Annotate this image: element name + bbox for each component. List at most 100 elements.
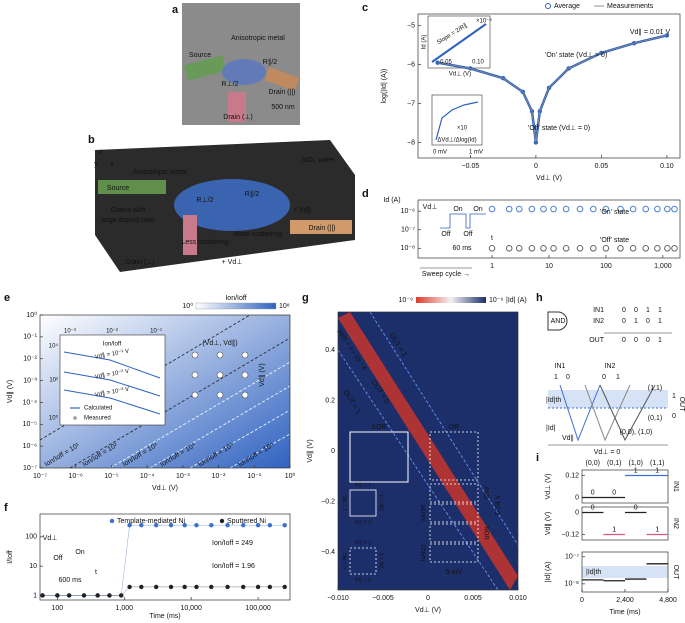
annotation: (0,1) xyxy=(648,415,662,422)
data-point xyxy=(562,205,570,213)
table-cell: 1 xyxy=(658,307,662,314)
annotation: On xyxy=(473,206,482,213)
data-point xyxy=(182,584,187,590)
data-point xyxy=(139,522,144,528)
x-tick-label: 0 xyxy=(580,597,584,604)
data-point xyxy=(241,522,246,528)
y-tick-label: 1 xyxy=(33,592,37,599)
v-curves xyxy=(559,384,656,442)
x-tick-label: 0.005 xyxy=(464,595,482,602)
x-tick-label: −0.005 xyxy=(372,595,394,602)
data-point xyxy=(267,584,273,590)
table-cell: 1 xyxy=(646,307,650,314)
table-cell: 0 xyxy=(646,318,650,325)
state-label: (0,0) xyxy=(586,460,600,467)
y-tick-label: 10⁻⁸ xyxy=(401,245,415,252)
annotation: Vd∥ (V) xyxy=(258,363,266,386)
annotation: 500 nm xyxy=(271,104,295,111)
annotation: 1 = IN1 xyxy=(378,553,384,569)
colorbar-label: 10⁻⁹ xyxy=(399,297,413,304)
annotation: R⊥/2 xyxy=(197,197,214,204)
x-axis-label: Vd⊥ (V) xyxy=(415,607,441,614)
data-point xyxy=(528,205,536,213)
data-point xyxy=(119,593,124,598)
table-cell: 0 xyxy=(622,307,626,314)
plot-frame xyxy=(39,513,291,601)
x-tick-label: 4,800 xyxy=(659,597,677,604)
data-point xyxy=(617,244,624,252)
panel-label: e xyxy=(4,292,10,304)
state-digit: 0 xyxy=(634,504,638,511)
colorbar xyxy=(416,297,486,303)
data-point xyxy=(194,522,199,528)
x-tick-label: 1,000 xyxy=(654,263,672,270)
x-tick-label: 100,000 xyxy=(245,605,270,612)
panel-label: b xyxy=(88,134,95,146)
gate-box xyxy=(349,431,409,483)
x-tick-label: 10⁻³ xyxy=(176,473,190,480)
table-cell: 0 xyxy=(634,337,638,344)
y-axis-label: Vd∥ (V) xyxy=(544,512,552,535)
y-tick-label: −5 xyxy=(407,23,415,30)
data-point xyxy=(488,205,496,213)
source-pad xyxy=(183,55,227,81)
data-point xyxy=(209,584,214,590)
y-tick-label: 10⁻⁵ xyxy=(23,421,37,428)
annotation: IN2 = 1 xyxy=(355,540,371,546)
annotation: Anisotropic metal xyxy=(231,35,285,42)
side-label: IN2 xyxy=(672,518,679,529)
annotation: ×10 xyxy=(457,126,468,132)
annotation: 'On' state (Vd⊥ > 0) xyxy=(545,52,607,59)
annotation: 5 mV xyxy=(446,569,463,576)
annotation: 1 mV xyxy=(469,150,483,156)
threshold-band xyxy=(582,566,668,578)
data-point xyxy=(267,522,273,528)
annotation: On xyxy=(453,206,462,213)
state-digit: 1 xyxy=(612,526,616,533)
data-point xyxy=(671,205,678,213)
x-axis-label: Sweep cycle → xyxy=(422,271,470,278)
annotation: y xyxy=(94,161,98,168)
x-tick-label: 10⁻⁵ xyxy=(104,473,118,480)
colorbar-label: 10⁰ xyxy=(182,302,193,310)
threshold-band xyxy=(548,390,668,408)
data-point xyxy=(255,522,261,528)
annotation: 600 ms xyxy=(59,577,82,584)
data-point xyxy=(168,522,174,528)
annotation: Anisotropic metal xyxy=(133,169,187,176)
x-tick-label: 100 xyxy=(52,605,64,612)
annotation: NOR xyxy=(482,526,488,540)
annotation: 0.05 xyxy=(440,60,452,66)
y-axis-label: log(|Id| (A)) xyxy=(381,69,388,104)
panel-label: c xyxy=(362,2,368,14)
y-tick-label: 0 xyxy=(575,509,579,516)
x-tick-label: −0.010 xyxy=(327,595,349,602)
y-tick-label: −8 xyxy=(407,139,415,146)
annotation: R⊥/2 xyxy=(222,81,239,88)
y-axis-label: I/Ioff xyxy=(7,550,14,564)
legend-marker xyxy=(109,518,115,524)
y-tick-label: 10⁻⁶ xyxy=(23,443,37,450)
data-point xyxy=(194,584,199,590)
x-axis-label: Vd⊥ (V) xyxy=(536,175,562,182)
data-point xyxy=(550,205,557,213)
metal-island xyxy=(174,179,290,231)
annotation: 10⁻³ xyxy=(64,329,76,335)
annotation: (Vd⊥, Vd∥) xyxy=(202,339,237,347)
annotation: Drain (⊥) xyxy=(125,259,154,266)
y-tick-label: 0.2 xyxy=(325,397,335,404)
x-tick-label: 100 xyxy=(600,263,612,270)
legend-label: Average xyxy=(554,3,580,10)
data-point xyxy=(629,205,637,213)
panel-label: f xyxy=(4,502,8,514)
annotation: Measured xyxy=(84,416,111,422)
annotation: IN2 = 0 xyxy=(355,577,371,583)
legend-marker xyxy=(545,3,551,9)
annotation: Vd⊥ xyxy=(423,204,438,211)
annotation: 1 = IN1 xyxy=(342,495,348,511)
state-digit: 0 xyxy=(612,489,616,496)
data-point xyxy=(515,244,523,252)
annotation: 10² xyxy=(49,378,58,384)
threshold-label: |Id|th xyxy=(586,569,601,576)
